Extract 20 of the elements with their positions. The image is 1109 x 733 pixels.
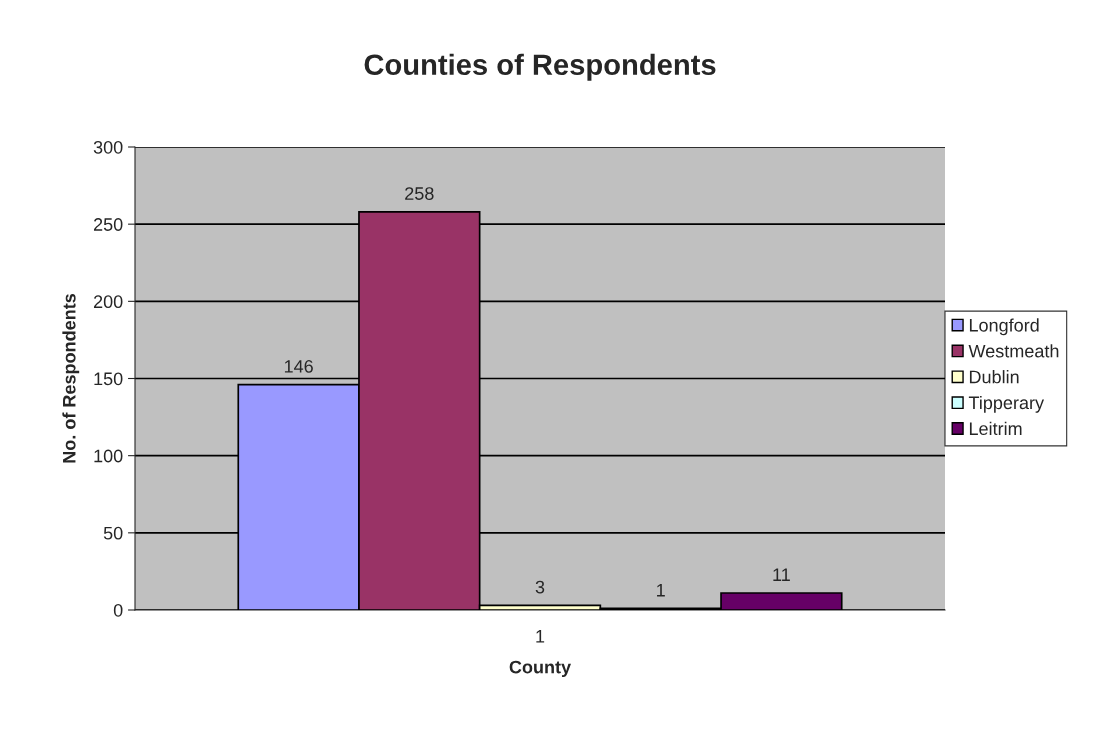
x-axis-title: County xyxy=(509,660,571,677)
legend-label: Westmeath xyxy=(968,344,1059,358)
y-tick-label: 100 xyxy=(94,449,123,463)
y-tick-label: 0 xyxy=(113,603,123,617)
data-label: 146 xyxy=(284,359,313,373)
legend-label: Longford xyxy=(969,318,1039,336)
data-label: 3 xyxy=(535,580,545,594)
chart-title: Counties of Respondents xyxy=(364,53,716,81)
data-label: 258 xyxy=(405,187,434,200)
y-axis-title: No. of Respondents xyxy=(62,293,80,463)
y-tick-label: 300 xyxy=(93,140,123,154)
legend-label: Leitrim xyxy=(969,421,1022,436)
y-tick-label: 200 xyxy=(93,295,123,309)
y-tick-label: 250 xyxy=(93,218,123,231)
data-label: 11 xyxy=(773,568,790,581)
y-tick-label: 50 xyxy=(103,526,123,540)
y-tick-label: 150 xyxy=(94,372,123,386)
legend-label: Dublin xyxy=(969,370,1019,384)
legend-label: Tipperary xyxy=(968,395,1045,413)
data-label: 1 xyxy=(657,583,665,597)
